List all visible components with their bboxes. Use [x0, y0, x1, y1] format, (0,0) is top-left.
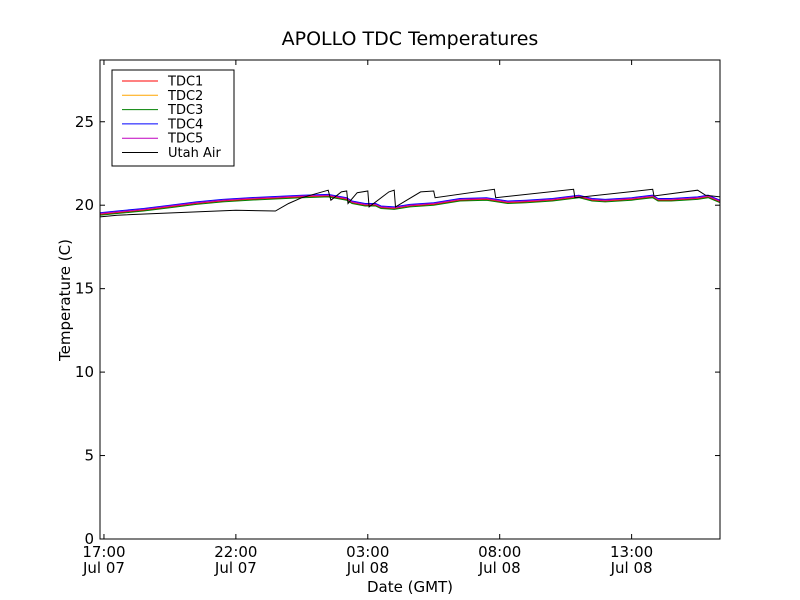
x-tick-label-time: 17:00	[82, 543, 125, 561]
x-tick-label-date: Jul 08	[478, 559, 521, 577]
legend-label-tdc3: TDC3	[167, 103, 203, 118]
x-tick-label-date: Jul 07	[82, 559, 125, 577]
plot-frame	[99, 59, 721, 540]
y-tick-label: 5	[84, 447, 94, 465]
series-layer	[99, 188, 721, 218]
x-axis-label: Date (GMT)	[367, 578, 453, 596]
x-tick-label-date: Jul 08	[346, 559, 389, 577]
legend-label-tdc1: TDC1	[167, 75, 203, 90]
x-tick-label-time: 22:00	[214, 543, 257, 561]
y-tick-label: 20	[75, 196, 94, 214]
y-tick-label: 25	[75, 113, 94, 131]
x-tick-label-time: 08:00	[478, 543, 521, 561]
series-line-tdc1	[99, 195, 721, 215]
legend-label-tdc2: TDC2	[167, 89, 203, 104]
series-line-tdc5	[99, 194, 721, 214]
x-tick-label-date: Jul 07	[214, 559, 257, 577]
legend-label-utah-air: Utah Air	[168, 146, 221, 161]
legend-label-tdc4: TDC4	[167, 117, 203, 132]
legend-box	[111, 69, 235, 167]
y-tick-label: 15	[75, 280, 94, 298]
series-line-tdc3	[99, 196, 721, 216]
x-tick-label-time: 13:00	[610, 543, 653, 561]
series-line-tdc4	[99, 193, 721, 214]
x-tick-label-time: 03:00	[346, 543, 389, 561]
y-tick-label: 0	[84, 530, 94, 548]
y-axis-label: Temperature (C)	[56, 239, 74, 362]
x-tick-label-date: Jul 08	[610, 559, 653, 577]
y-tick-label: 10	[75, 363, 94, 381]
series-line-utah-air	[99, 188, 721, 218]
legend-label-tdc5: TDC5	[167, 132, 203, 147]
chart-title: APOLLO TDC Temperatures	[282, 28, 539, 50]
